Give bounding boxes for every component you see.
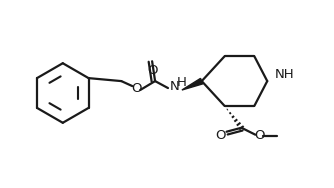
Text: O: O — [131, 82, 142, 95]
Text: N: N — [170, 80, 180, 92]
Polygon shape — [182, 78, 203, 90]
Text: H: H — [177, 76, 187, 89]
Text: NH: NH — [274, 68, 294, 81]
Text: O: O — [254, 129, 265, 142]
Text: O: O — [215, 129, 226, 142]
Text: O: O — [147, 64, 157, 77]
